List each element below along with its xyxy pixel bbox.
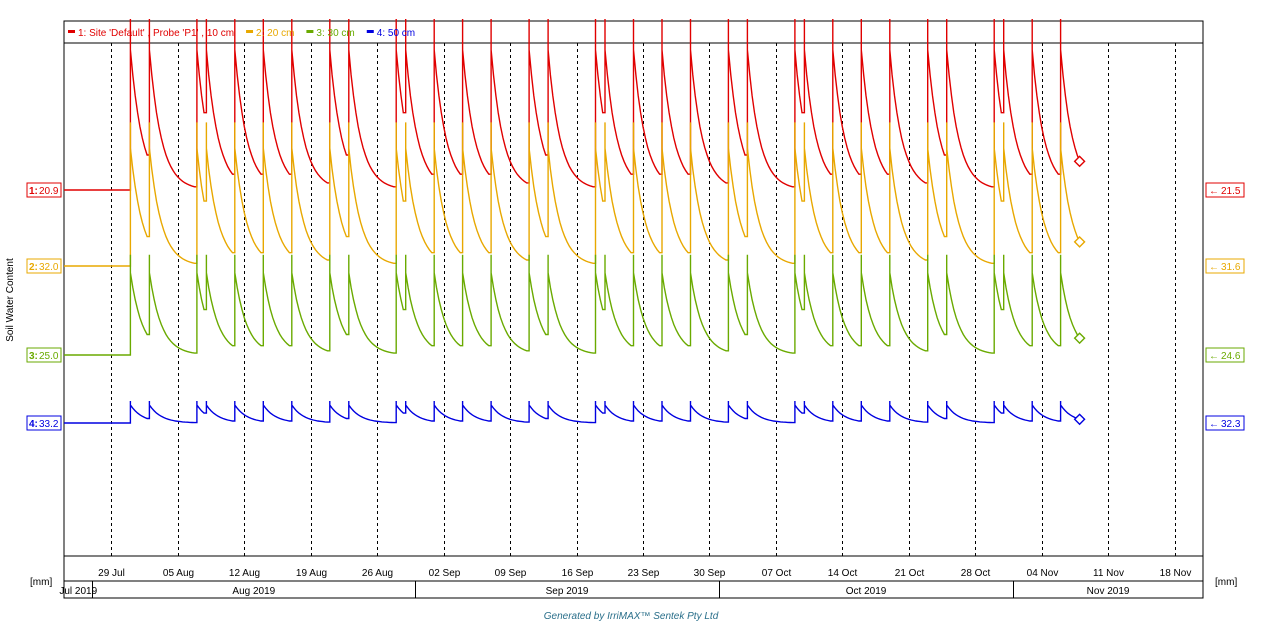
x-tick-label: 05 Aug <box>163 568 194 579</box>
series-line <box>64 401 1080 424</box>
x-tick-label: 02 Sep <box>429 568 461 579</box>
month-label: Nov 2019 <box>1087 586 1130 597</box>
x-tick-label: 11 Nov <box>1093 568 1124 579</box>
legend-swatch <box>306 30 314 33</box>
series-line <box>64 254 1081 356</box>
month-label: Sep 2019 <box>546 586 589 597</box>
right-badge-value: 32.3 <box>1221 419 1241 430</box>
right-badge-value: 24.6 <box>1221 351 1241 362</box>
x-tick-label: 29 Jul <box>98 568 125 579</box>
x-tick-label: 26 Aug <box>362 568 393 579</box>
month-label: Aug 2019 <box>232 586 275 597</box>
x-tick-label: 21 Oct <box>895 568 925 579</box>
x-tick-label: 07 Oct <box>762 568 792 579</box>
x-tick-labels: 29 Jul 05 Aug 12 Aug 19 Aug 26 Aug 02 Sep 09 S… <box>98 568 1191 579</box>
series-end-marker <box>1073 413 1086 426</box>
x-tick-label: 30 Sep <box>694 568 726 579</box>
x-tick-label: 19 Aug <box>296 568 327 579</box>
legend-swatch <box>246 30 254 33</box>
series-end-marker <box>1073 235 1086 248</box>
right-badge-arrow: ← <box>1209 351 1219 362</box>
left-value-badge <box>26 347 62 363</box>
series-lines <box>64 19 1086 426</box>
right-badge-arrow: ← <box>1209 186 1219 197</box>
series-line <box>64 122 1081 267</box>
month-label: Oct 2019 <box>846 586 887 597</box>
left-badge-index: 2: <box>29 262 38 273</box>
legend-entry: 3: 30 cm <box>316 28 354 39</box>
x-tick-label: 23 Sep <box>628 568 660 579</box>
legend-entry: 2: 20 cm <box>256 28 294 39</box>
series-end-marker <box>1073 332 1086 345</box>
right-unit-label: [mm] <box>1215 577 1237 588</box>
x-tick-label: 04 Nov <box>1027 568 1059 579</box>
legend-entry: 4: 50 cm <box>377 28 415 39</box>
legend: 1: Site 'Default' , Probe 'P1' , 10 cm 2:… <box>68 28 415 39</box>
value-badges: 1: 20.9 ← 21.52: 32.0 ← 31.63: 25.0 ← 24.64: 33.2 ←… <box>26 182 1245 431</box>
left-value-badge <box>26 258 62 274</box>
x-tick-label: 16 Sep <box>562 568 594 579</box>
left-badge-value: 25.0 <box>39 351 59 362</box>
y-axis-label: Soil Water Content <box>5 258 16 342</box>
x-tick-label: 28 Oct <box>961 568 991 579</box>
month-label: Jul 2019 <box>59 586 97 597</box>
left-value-badge <box>26 415 62 431</box>
x-tick-label: 14 Oct <box>828 568 858 579</box>
right-value-badge <box>1205 182 1245 198</box>
right-value-badge <box>1205 415 1245 431</box>
right-value-badge <box>1205 258 1245 274</box>
legend-entry: 1: Site 'Default' , Probe 'P1' , 10 cm <box>78 28 234 39</box>
series-line <box>64 19 1081 191</box>
right-badge-value: 21.5 <box>1221 186 1241 197</box>
right-badge-value: 31.6 <box>1221 262 1241 273</box>
left-badge-index: 3: <box>29 351 38 362</box>
legend-swatch <box>366 30 374 33</box>
x-tick-label: 18 Nov <box>1160 568 1192 579</box>
right-badge-arrow: ← <box>1209 419 1219 430</box>
footer-credit: Generated by IrriMAX™ Sentek Pty Ltd <box>543 611 719 622</box>
legend-swatch <box>68 30 75 33</box>
right-badge-arrow: ← <box>1209 262 1219 273</box>
left-badge-value: 33.2 <box>39 419 59 430</box>
x-tick-label: 09 Sep <box>495 568 527 579</box>
left-badge-value: 20.9 <box>39 186 59 197</box>
left-badge-value: 32.0 <box>39 262 59 273</box>
left-badge-index: 1: <box>29 186 38 197</box>
left-value-badge <box>26 182 62 198</box>
left-unit-label: [mm] <box>30 577 52 588</box>
right-value-badge <box>1205 347 1245 363</box>
left-badge-index: 4: <box>29 419 38 430</box>
x-tick-label: 12 Aug <box>229 568 260 579</box>
month-row: Jul 2019 Aug 2019 Sep 2019 Oct 2019 Nov 2019 <box>59 581 1130 598</box>
series-end-marker <box>1073 155 1086 168</box>
